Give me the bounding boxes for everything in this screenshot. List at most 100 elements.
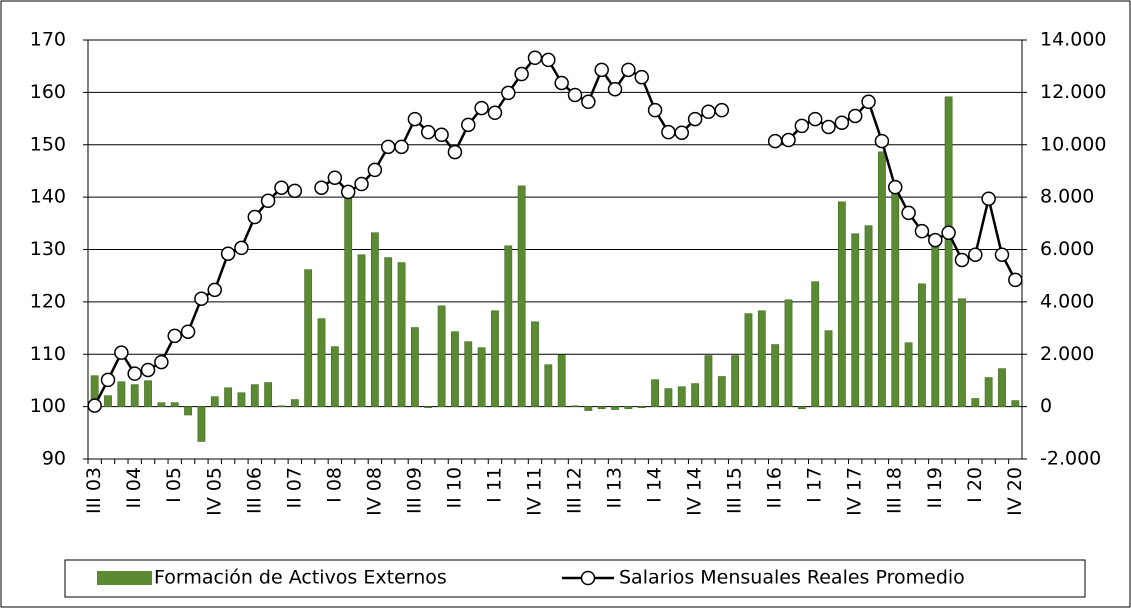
bar (944, 96, 953, 407)
bar (918, 283, 926, 407)
line-marker (180, 324, 196, 339)
bar (877, 151, 886, 407)
line-marker (260, 193, 276, 209)
bar (197, 406, 206, 442)
line-marker (420, 124, 436, 140)
line-marker (127, 366, 142, 381)
bar (691, 383, 699, 407)
line-marker (767, 133, 783, 149)
x-tick-label: III 06 (243, 467, 265, 514)
y-tick-label: 90 (42, 448, 66, 470)
y2-tick-label: 10.000 (1040, 133, 1106, 155)
x-tick-label: I 17 (804, 467, 826, 503)
bar (771, 344, 780, 407)
line-marker (501, 85, 516, 101)
bar (344, 196, 353, 407)
x-tick-label: II 13 (604, 467, 626, 508)
bar (184, 406, 192, 416)
line-marker (607, 81, 623, 97)
y-tick-label: 100 (30, 395, 66, 417)
bar (477, 347, 486, 407)
bar (330, 346, 339, 407)
line-marker (794, 118, 810, 134)
bar (250, 384, 259, 407)
line-marker (87, 398, 102, 413)
y-tick-label: 150 (30, 133, 66, 155)
line-marker (968, 247, 983, 262)
bar (611, 406, 619, 410)
line-marker (100, 372, 116, 388)
bar (117, 381, 126, 407)
line-marker (634, 69, 649, 85)
line-marker (674, 125, 690, 140)
bar (851, 233, 860, 407)
bar (931, 240, 940, 407)
bar (144, 380, 152, 407)
bar (571, 405, 579, 407)
line-marker (380, 139, 396, 155)
bar (237, 392, 246, 407)
bar (731, 355, 740, 407)
x-tick-label: I 08 (323, 467, 345, 503)
x-tick-label: III 15 (724, 467, 746, 514)
x-tick-label: IV 14 (684, 467, 706, 516)
x-tick-label: III 12 (564, 467, 586, 514)
bar (797, 406, 806, 410)
line-marker (140, 362, 156, 378)
line-marker (581, 94, 596, 110)
line-marker (167, 328, 182, 344)
y2-tick-label: 4.000 (1040, 290, 1094, 312)
bar (824, 330, 833, 407)
line-marker (567, 87, 583, 103)
y-tick-label: 130 (30, 238, 66, 260)
bar (971, 398, 980, 407)
line-marker (901, 205, 916, 221)
line-marker (527, 50, 543, 66)
x-tick-label: II 16 (764, 467, 786, 508)
line-marker (154, 354, 169, 370)
y2-tick-label: 8.000 (1040, 186, 1094, 208)
line-marker (701, 104, 716, 120)
x-tick-label: II 19 (924, 467, 946, 508)
line-marker (887, 179, 903, 195)
bar (504, 245, 513, 407)
y2-tick-label: -2.000 (1040, 448, 1101, 470)
line-marker (834, 115, 850, 131)
bar (464, 341, 473, 407)
line-marker (514, 66, 529, 82)
bar (958, 298, 966, 407)
y2-tick-label: 14.000 (1040, 29, 1106, 51)
bar (170, 402, 179, 407)
y-tick-label: 120 (30, 290, 66, 312)
x-tick-label: IV 05 (203, 467, 225, 516)
bar (597, 406, 606, 410)
line-marker (367, 162, 383, 178)
line-marker (394, 139, 409, 155)
line-marker (220, 246, 236, 261)
bar (904, 342, 913, 407)
bar (224, 387, 232, 407)
line-marker (447, 144, 463, 160)
y-tick-label: 140 (30, 186, 66, 208)
line-marker (714, 102, 730, 118)
bar (704, 355, 713, 407)
bar (998, 368, 1006, 407)
bar (517, 185, 526, 407)
x-tick-label: II 07 (283, 467, 305, 508)
bar (837, 201, 846, 407)
x-tick-label: I 20 (964, 467, 986, 503)
line-marker (287, 183, 303, 199)
bar (584, 406, 593, 411)
line-marker (1008, 272, 1023, 288)
line-marker (914, 223, 930, 239)
line-marker (647, 102, 663, 118)
bar (557, 354, 566, 407)
y2-tick-label: 12.000 (1040, 81, 1106, 103)
bar (637, 406, 646, 408)
line-marker (981, 191, 996, 206)
line-marker (340, 184, 356, 200)
y-tick-label: 170 (30, 29, 66, 51)
line-marker (554, 75, 569, 91)
bar (437, 305, 446, 407)
